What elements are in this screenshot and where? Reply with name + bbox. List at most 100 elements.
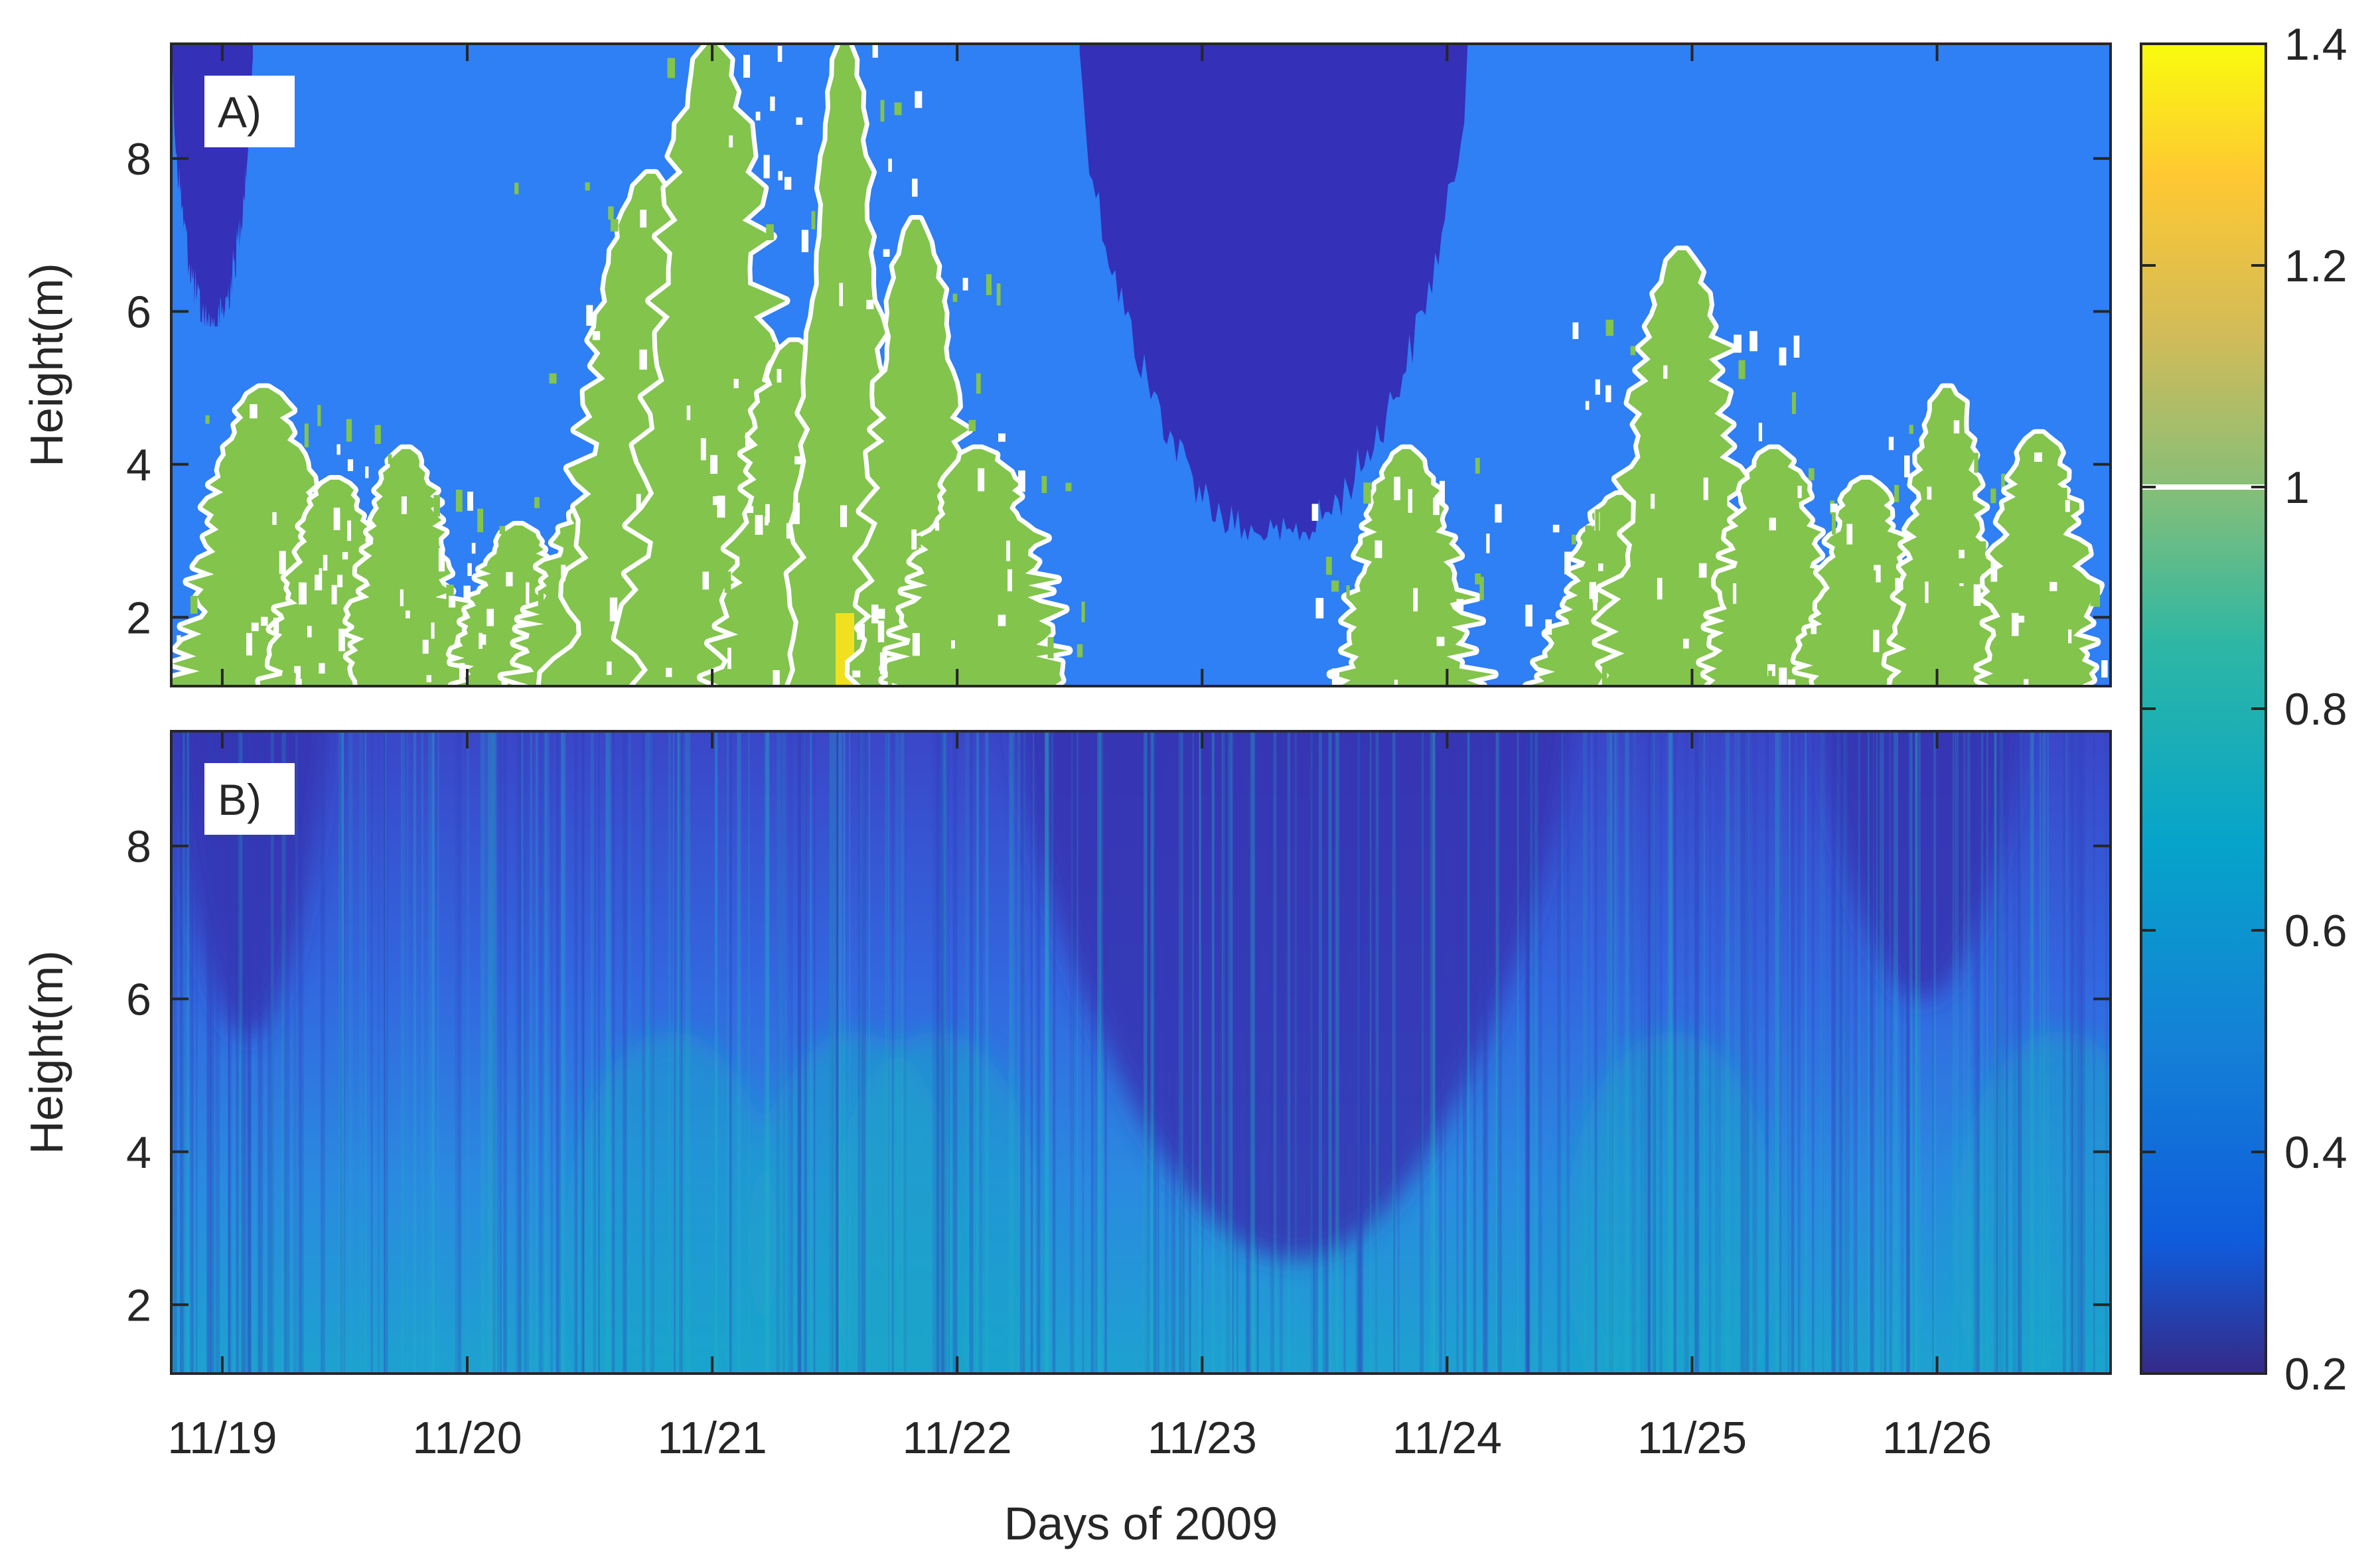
panel-b-streak: [207, 731, 212, 1374]
panel-b-streak: [892, 731, 894, 1374]
panel-b-streak: [206, 731, 208, 1374]
panel-b-dark-region: [1824, 731, 2019, 999]
panel-a-speck: [549, 373, 557, 384]
panel-a-speck: [1564, 551, 1571, 575]
panel-b-streak: [1831, 731, 1835, 1374]
panel-b-streak: [1625, 731, 1629, 1374]
panel-a-speck: [1720, 490, 1728, 509]
panel-a-speck: [1047, 637, 1054, 659]
panel-b-streak: [715, 731, 718, 1374]
panel-b-tag-text: B): [218, 775, 261, 824]
panel-a-speck: [880, 100, 885, 122]
panel-a-speck: [1797, 486, 1802, 498]
panel-a-speck: [2018, 615, 2025, 623]
panel-a-speck: [307, 626, 312, 638]
panel-b-streak: [481, 731, 484, 1374]
panel-a-speck: [1909, 425, 1913, 434]
panel-a-speck: [368, 520, 372, 528]
panel-a-speck: [686, 405, 691, 421]
panel-a-speck: [1901, 670, 1905, 686]
panel-a-speck: [1436, 636, 1445, 646]
panel-a-speck: [1585, 526, 1592, 541]
panel-b-streak: [1954, 731, 1959, 1374]
panel-a-speck: [1974, 453, 1978, 473]
panel-a-speck: [446, 585, 454, 601]
panel-b-streak: [1889, 731, 1892, 1374]
panel-a-speck: [433, 495, 440, 517]
panel-a-speck: [1874, 565, 1881, 583]
panel-a-speck: [245, 663, 254, 683]
panel-a-speck: [261, 616, 268, 626]
x-tick-label: 11/23: [1148, 1413, 1257, 1463]
panel-b-streak: [1318, 731, 1322, 1374]
panel-b-streak: [494, 731, 498, 1374]
panel-b-streak: [583, 731, 585, 1374]
panel-a-speck: [1779, 347, 1787, 366]
panel-b-streak: [1566, 731, 1570, 1374]
panel-a-speck: [1018, 470, 1025, 492]
panel-b-light-region: [830, 1031, 1043, 1374]
panel-a-speck: [713, 496, 717, 506]
panel-a-speck: [966, 681, 974, 686]
panel-a-speck: [840, 505, 848, 528]
panel-b-streak: [1967, 731, 1971, 1374]
panel-a-speck: [1311, 504, 1319, 521]
panel-b-streak: [183, 731, 185, 1374]
panel-a-speck: [2012, 612, 2019, 636]
panel-b-streak: [764, 731, 769, 1374]
panel-a-speck: [1595, 379, 1600, 395]
panel-a-speck: [1552, 524, 1560, 533]
colorbar-tick-label: 0.8: [2284, 684, 2347, 735]
panel-b-streak: [623, 731, 627, 1374]
panel-b-streak: [776, 731, 781, 1374]
panel-a-speck: [1990, 561, 1998, 582]
panel-a-speck: [299, 582, 307, 604]
panel-b-streak: [1047, 731, 1050, 1374]
panel-a-speck: [1871, 570, 1876, 592]
panel-a-speck: [1525, 604, 1532, 627]
panel-b-streak: [342, 731, 344, 1374]
panel-b-streak: [1495, 731, 1500, 1374]
panel-a-speck: [770, 96, 775, 111]
panel-b-streak: [431, 731, 435, 1374]
panel-b-streak: [1595, 731, 1598, 1374]
colorbar: 0.2 0.4 0.6 0.8 1 1.2 1.4: [2140, 19, 2347, 1399]
panel-a-speck: [354, 622, 358, 630]
panel-b-streak: [1517, 731, 1519, 1374]
panel-a-speck: [1663, 365, 1668, 379]
panel-b-streak: [1669, 731, 1673, 1374]
x-axis-label: Days of 2009: [1004, 1498, 1278, 1549]
panel-b-streak: [1631, 731, 1636, 1374]
panel-b-streak: [1697, 731, 1700, 1374]
panel-a-speck: [962, 677, 969, 686]
panel-a-speck: [317, 405, 321, 427]
panel-a-speck: [1572, 322, 1579, 339]
panel-a-speck: [968, 419, 976, 431]
panel-a-speck: [643, 301, 648, 324]
panel-a-speck: [1572, 534, 1576, 545]
panel-a-speck: [730, 508, 739, 530]
panel-a-speck: [1904, 455, 1910, 478]
panel-a-speck: [1394, 476, 1400, 500]
panel-b-streak: [1694, 731, 1699, 1374]
panel-b-streak: [1822, 731, 1824, 1374]
panel-b-streak: [1775, 731, 1779, 1374]
panel-b-streak: [830, 731, 832, 1374]
panel-b-streak: [186, 731, 189, 1374]
panel-b-streak: [1189, 731, 1191, 1374]
panel-b-streak: [1181, 731, 1185, 1374]
panel-a-speck: [633, 298, 638, 320]
colorbar-tick-label: 1.4: [2284, 19, 2347, 70]
panel-b-streak: [1998, 731, 2004, 1374]
panel-b-streak: [668, 731, 671, 1374]
panel-a-speck: [1728, 666, 1732, 674]
panel-a-speck: [455, 489, 463, 512]
panel-a-speck: [996, 283, 1001, 306]
panel-a-speck: [794, 456, 802, 464]
panel-a-speck: [998, 614, 1006, 626]
panel-b-streak: [797, 731, 802, 1374]
panel-b-streak: [2017, 731, 2022, 1374]
panel-a-speck: [1363, 482, 1371, 504]
panel-b-streak: [173, 731, 177, 1374]
panel-a-frame: [170, 42, 2112, 687]
